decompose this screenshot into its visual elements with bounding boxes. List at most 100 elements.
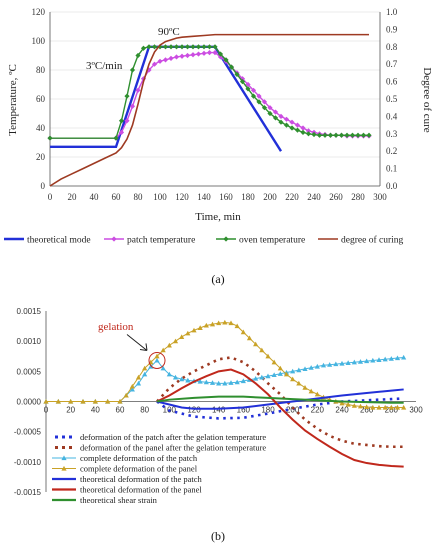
series-point-oven-temperature bbox=[234, 71, 240, 77]
series-point-complete-deformation-of-the-patch bbox=[197, 378, 203, 384]
chart-b-y-tick-label: -0.0005 bbox=[14, 428, 42, 437]
chart-b-y-tick-label: 0.0005 bbox=[17, 367, 42, 376]
series-point-complete-deformation-of-the-patch bbox=[179, 376, 185, 382]
series-point-complete-deformation-of-the-panel bbox=[185, 330, 191, 336]
legend-marker bbox=[111, 236, 117, 242]
legend-swatch bbox=[55, 446, 58, 449]
series-point-complete-deformation-of-the-panel bbox=[228, 320, 234, 326]
series-point-oven-temperature bbox=[113, 135, 119, 141]
series-point-complete-deformation-of-the-panel bbox=[123, 392, 129, 398]
series-point-complete-deformation-of-the-patch bbox=[203, 379, 209, 385]
series-point-complete-deformation-of-the-panel bbox=[364, 404, 370, 410]
series-point-complete-deformation-of-the-patch bbox=[142, 371, 148, 377]
series-point-complete-deformation-of-the-panel bbox=[179, 334, 185, 340]
series-point-patch-temperature bbox=[179, 53, 185, 59]
series-point-complete-deformation-of-the-panel bbox=[68, 398, 74, 404]
series-point-oven-temperature bbox=[118, 118, 125, 124]
series-point-complete-deformation-of-the-panel bbox=[246, 335, 253, 341]
series-point-complete-deformation-of-the-patch bbox=[376, 357, 382, 362]
series-point-patch-temperature bbox=[129, 103, 136, 109]
chart-a-caption: (a) bbox=[211, 272, 224, 286]
series-point-oven-temperature bbox=[316, 132, 323, 138]
series-point-complete-deformation-of-the-panel bbox=[271, 359, 277, 365]
legend-label: deformation of the panel after the gelat… bbox=[80, 443, 266, 453]
series-point-complete-deformation-of-the-patch bbox=[302, 366, 308, 371]
chart-a-y-axis-label: Temperature, ºC bbox=[7, 64, 19, 136]
legend-swatch bbox=[55, 435, 58, 439]
series-point-complete-deformation-of-the-patch bbox=[333, 361, 339, 367]
chart-b-x-tick-label: 40 bbox=[91, 406, 100, 415]
legend-label: degree of curing bbox=[341, 235, 403, 246]
series-point-oven-temperature bbox=[311, 131, 317, 138]
chart-b-x-tick-label: 240 bbox=[335, 406, 349, 415]
series-point-patch-temperature bbox=[250, 87, 257, 93]
series-point-complete-deformation-of-the-patch bbox=[154, 357, 160, 363]
series-point-complete-deformation-of-the-panel bbox=[370, 404, 376, 410]
series-point-oven-temperature bbox=[124, 93, 130, 99]
series-point-oven-temperature bbox=[360, 132, 367, 138]
chart-a-y2-tick-label: 0.4 bbox=[386, 111, 398, 121]
series-point-complete-deformation-of-the-patch bbox=[265, 373, 271, 379]
series-point-patch-temperature bbox=[217, 54, 224, 60]
series-point-oven-temperature bbox=[129, 67, 136, 73]
series-point-patch-temperature bbox=[157, 58, 163, 64]
series-point-complete-deformation-of-the-patch bbox=[401, 354, 407, 360]
series-point-complete-deformation-of-the-patch bbox=[308, 365, 314, 370]
series-point-oven-temperature bbox=[349, 132, 356, 138]
chart-b-series bbox=[43, 319, 407, 468]
legend-label: deformation of the patch after the gelat… bbox=[80, 432, 266, 442]
series-point-complete-deformation-of-the-patch bbox=[339, 360, 345, 366]
series-point-oven-temperature bbox=[322, 132, 328, 138]
gelation-arrow bbox=[126, 334, 148, 351]
series-point-oven-temperature bbox=[140, 45, 147, 51]
chart-b-x-tick-label: 140 bbox=[212, 406, 226, 415]
series-point-complete-deformation-of-the-panel bbox=[203, 322, 209, 328]
series-point-complete-deformation-of-the-panel bbox=[277, 365, 283, 371]
series-point-patch-temperature bbox=[272, 109, 279, 115]
series-line-deformation-of-the-patch-after-the-gelation-temperature bbox=[156, 397, 404, 420]
series-point-complete-deformation-of-the-patch bbox=[271, 372, 277, 378]
series-point-patch-temperature bbox=[168, 55, 174, 61]
series-point-oven-temperature bbox=[245, 86, 251, 92]
legend-label: patch temperature bbox=[127, 236, 195, 246]
series-point-complete-deformation-of-the-panel bbox=[265, 353, 271, 359]
chart-a-y-tick-label: 120 bbox=[32, 7, 46, 17]
chart-a-y2-tick-label: 0.3 bbox=[386, 129, 398, 139]
series-point-oven-temperature bbox=[162, 44, 169, 50]
legend-label: theoretical shear strain bbox=[80, 495, 158, 505]
series-point-complete-deformation-of-the-patch bbox=[327, 362, 333, 367]
series-line-theoretical-deformation-of-the-patch bbox=[156, 388, 404, 410]
series-point-complete-deformation-of-the-panel bbox=[339, 400, 345, 406]
series-point-oven-temperature bbox=[223, 57, 229, 63]
series-point-oven-temperature bbox=[206, 44, 213, 50]
chart-a-y2-tick-label: 0.1 bbox=[386, 164, 397, 174]
chart-a-y2-tick-label: 0.8 bbox=[386, 42, 398, 52]
series-point-oven-temperature bbox=[294, 127, 301, 133]
chart-a-x-tick-label: 160 bbox=[219, 192, 233, 202]
series-point-oven-temperature bbox=[267, 110, 273, 117]
chart-a-x-tick-label: 60 bbox=[112, 192, 122, 202]
series-point-complete-deformation-of-the-panel bbox=[314, 391, 320, 397]
series-point-complete-deformation-of-the-patch bbox=[209, 380, 216, 385]
series-point-complete-deformation-of-the-panel bbox=[290, 376, 296, 382]
series-point-complete-deformation-of-the-panel bbox=[376, 404, 382, 410]
series-point-complete-deformation-of-the-panel bbox=[394, 404, 401, 410]
chart-a-x-tick-label: 180 bbox=[241, 192, 255, 202]
series-point-complete-deformation-of-the-patch bbox=[351, 359, 357, 365]
series-point-oven-temperature bbox=[250, 93, 257, 99]
chart-a-x-tick-label: 300 bbox=[373, 192, 387, 202]
chart-a-y-tick-label: 20 bbox=[36, 152, 46, 162]
series-point-complete-deformation-of-the-panel bbox=[166, 342, 172, 348]
legend-marker bbox=[223, 236, 229, 242]
series-point-complete-deformation-of-the-panel bbox=[80, 398, 86, 404]
series-point-oven-temperature bbox=[146, 44, 152, 50]
legend-swatch bbox=[69, 446, 72, 449]
series-point-patch-temperature bbox=[294, 122, 301, 128]
series-point-oven-temperature bbox=[179, 44, 185, 50]
chart-a-x-tick-label: 0 bbox=[48, 192, 53, 202]
legend-swatch bbox=[62, 435, 65, 439]
chart-a-x-tick-label: 280 bbox=[351, 192, 365, 202]
chart-a-y2-tick-label: 0.5 bbox=[386, 94, 398, 104]
series-point-oven-temperature bbox=[228, 64, 235, 70]
series-point-oven-temperature bbox=[184, 44, 191, 50]
